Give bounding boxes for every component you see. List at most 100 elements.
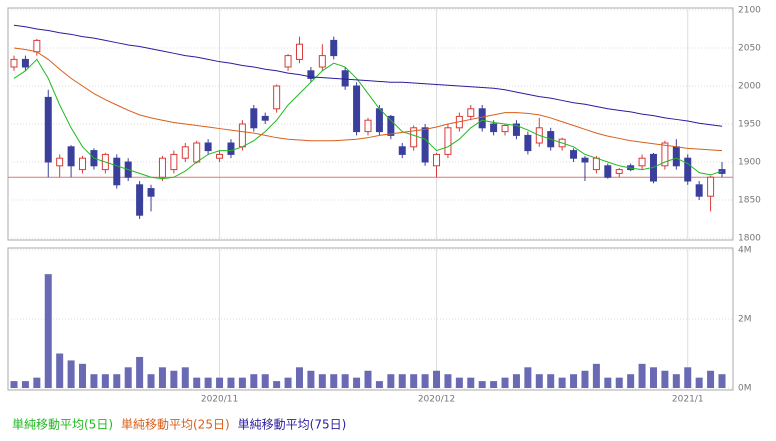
volume-bar — [695, 377, 703, 388]
volume-bar — [56, 353, 64, 388]
candle-body — [250, 108, 258, 129]
candle-body — [421, 127, 429, 163]
volume-bar — [718, 374, 726, 388]
volume-bar — [250, 374, 258, 388]
volume-bar — [387, 374, 395, 388]
candle-body — [158, 157, 166, 178]
moving-average-line — [13, 47, 723, 152]
candle-body — [615, 169, 623, 174]
volume-bar — [261, 374, 269, 388]
candle-body — [444, 127, 452, 155]
volume-bar — [592, 363, 600, 388]
volume-bar — [67, 360, 75, 388]
volume-bar — [158, 367, 166, 388]
volume-bar — [353, 377, 361, 388]
candle-body — [318, 55, 326, 68]
volume-bar — [501, 377, 509, 388]
volume-bar — [615, 377, 623, 388]
volume-bar — [455, 377, 463, 388]
candle-body — [353, 85, 361, 133]
volume-bar — [307, 370, 315, 388]
candle-body — [295, 43, 303, 60]
volume-bar — [10, 381, 18, 388]
candle-body — [44, 96, 52, 163]
moving-average-line — [13, 58, 723, 180]
volume-bar — [33, 377, 41, 388]
volume-bar — [44, 274, 52, 388]
volume-bar — [147, 374, 155, 388]
volume-bar — [136, 356, 144, 388]
candle-body — [387, 115, 395, 136]
candle-body — [67, 146, 75, 167]
volume-bar — [490, 381, 498, 388]
volume-bar — [649, 367, 657, 388]
candle-body — [193, 142, 201, 163]
candle-body — [261, 115, 269, 121]
candle-body — [170, 153, 178, 171]
volume-bar — [558, 377, 566, 388]
volume-bar — [181, 367, 189, 388]
volume-bar — [535, 374, 543, 388]
volume-bar — [227, 377, 235, 388]
y-tick-label: 1850 — [738, 196, 761, 206]
candle-body — [638, 157, 646, 167]
volume-bar — [295, 367, 303, 388]
candle-body — [79, 157, 87, 171]
candle-body — [113, 157, 121, 186]
candle-body — [56, 157, 64, 167]
candle-body — [501, 125, 509, 133]
volume-bar — [79, 363, 87, 388]
volume-bar — [410, 374, 418, 388]
volume-bar — [467, 377, 475, 388]
volume-bar — [364, 370, 372, 388]
legend-entry: 単純移動平均(5日) — [12, 418, 113, 432]
candle-body — [592, 157, 600, 171]
volume-bar — [478, 381, 486, 388]
candle-body — [273, 85, 281, 110]
volume-bar — [661, 370, 669, 388]
candle-body — [307, 70, 315, 79]
candle-body — [227, 142, 235, 155]
candle-body — [490, 123, 498, 133]
candle-body — [661, 142, 669, 167]
candle-body — [204, 142, 212, 152]
volume-bar — [124, 367, 132, 388]
y-tick-label: 1800 — [738, 234, 761, 244]
volume-bar — [318, 374, 326, 388]
legend-entry: 単純移動平均(75日) — [238, 418, 347, 432]
legend-entry: 単純移動平均(25日) — [121, 418, 230, 432]
candle-body — [570, 150, 578, 159]
y-tick-label: 2100 — [738, 6, 761, 16]
moving-average-line — [13, 24, 723, 127]
volume-bar — [204, 377, 212, 388]
y-tick-label: 2050 — [738, 44, 761, 54]
volume-bar — [570, 374, 578, 388]
candle-body — [478, 108, 486, 129]
candle-body — [467, 108, 475, 117]
candle-body — [147, 188, 155, 197]
x-tick-label: 2020/11 — [201, 395, 238, 405]
candle-body — [375, 108, 383, 133]
candle-body — [330, 39, 338, 57]
candle-body — [10, 58, 18, 68]
candle-body — [398, 146, 406, 155]
y-tick-label: 4M — [738, 246, 752, 256]
y-tick-label: 1900 — [738, 158, 761, 168]
volume-bar — [444, 374, 452, 388]
volume-bar — [421, 374, 429, 388]
candle-body — [21, 58, 29, 68]
volume-bar — [375, 381, 383, 388]
y-tick-label: 2000 — [738, 82, 761, 92]
volume-bar — [512, 374, 520, 388]
volume-bar — [707, 370, 715, 388]
volume-bar — [170, 370, 178, 388]
candle-body — [433, 153, 441, 167]
candle-body — [604, 165, 612, 178]
volume-bar — [113, 374, 121, 388]
candle-body — [364, 119, 372, 133]
volume-bar — [398, 374, 406, 388]
y-tick-label: 2M — [738, 315, 752, 325]
candle-body — [684, 157, 692, 182]
volume-bar — [581, 370, 589, 388]
